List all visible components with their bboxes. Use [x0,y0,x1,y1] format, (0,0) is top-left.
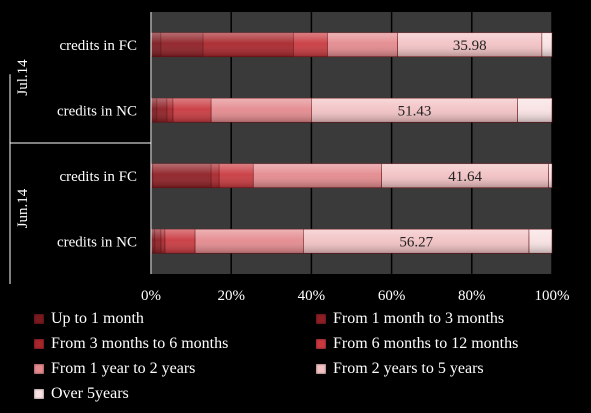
bar-segment-shading [153,163,212,188]
bar-segment-shading [293,32,328,57]
legend-item: From 2 years to 5 years [316,359,484,379]
bar-segment-shading [541,32,552,57]
legend-label: From 6 months to 12 months [333,335,519,352]
row-label: credits in NC [57,103,137,119]
legend-item: Up to 1 month [34,309,144,329]
legend-label: From 1 year to 2 years [51,360,196,377]
legend-swatch [34,314,44,324]
legend-swatch [34,389,44,399]
bar-segment-shading [548,163,552,188]
bar-segment-shading [151,163,154,188]
row-label: credits in NC [57,234,137,250]
row-label: credits in FC [60,38,138,54]
bar-segment-shading [173,98,212,123]
bar-segment-shading [151,229,156,254]
legend-label: Over 5years [51,385,129,402]
x-tick-label: 20% [217,288,245,304]
row-label: credits in FC [60,169,138,185]
bar-segment-shading [195,229,304,254]
legend-swatch [316,339,326,349]
x-tick-label: 0% [141,288,161,304]
legend-item: From 3 months to 6 months [34,334,228,354]
x-tick-label: 60% [378,288,406,304]
legend-swatch [316,364,326,374]
bar-segment-shading [157,98,168,123]
group-label: Jun.14 [15,188,31,228]
legend-swatch [34,339,44,349]
data-label: 51.43 [398,103,432,119]
legend-item: From 6 months to 12 months [316,334,518,354]
legend-label: From 3 months to 6 months [51,335,229,352]
bar-segment-shading [211,98,312,123]
x-tick-label: 80% [458,288,486,304]
bar-segment-shading [161,229,166,254]
bar-segment-shading [311,98,518,123]
bar-segment-shading [165,229,196,254]
bar-segment-shading [151,32,162,57]
bar-segment-shading [203,32,294,57]
legend-label: From 2 years to 5 years [333,360,484,377]
bar-segment-shading [529,229,552,254]
data-label: 35.98 [453,38,487,54]
bar-segment-shading [155,229,162,254]
legend-item: Over 5years [34,384,129,404]
legend-item: From 1 year to 2 years [34,359,195,379]
bar-segment-shading [253,163,382,188]
bar-segment-shading [327,32,398,57]
bar-segment-shading [397,32,542,57]
bar-segment-shading [167,98,174,123]
legend-label: Up to 1 month [51,310,144,327]
bar-segment-shading [161,32,204,57]
x-tick-label: 100% [535,288,570,304]
x-tick-label: 40% [298,288,326,304]
bar-segment-shading [151,98,158,123]
legend-label: From 1 month to 3 months [333,310,505,327]
bar-segment-shading [381,163,549,188]
legend-item: From 1 month to 3 months [316,309,504,329]
legend-swatch [316,314,326,324]
data-label: 56.27 [399,234,433,250]
group-label: Jul.14 [15,59,31,96]
bar-segment-shading [517,98,552,123]
data-label: 41.64 [448,169,482,185]
bar-segment-shading [211,163,220,188]
bar-segment-shading [219,163,254,188]
bar-segment-shading [303,229,530,254]
legend-swatch [34,364,44,374]
